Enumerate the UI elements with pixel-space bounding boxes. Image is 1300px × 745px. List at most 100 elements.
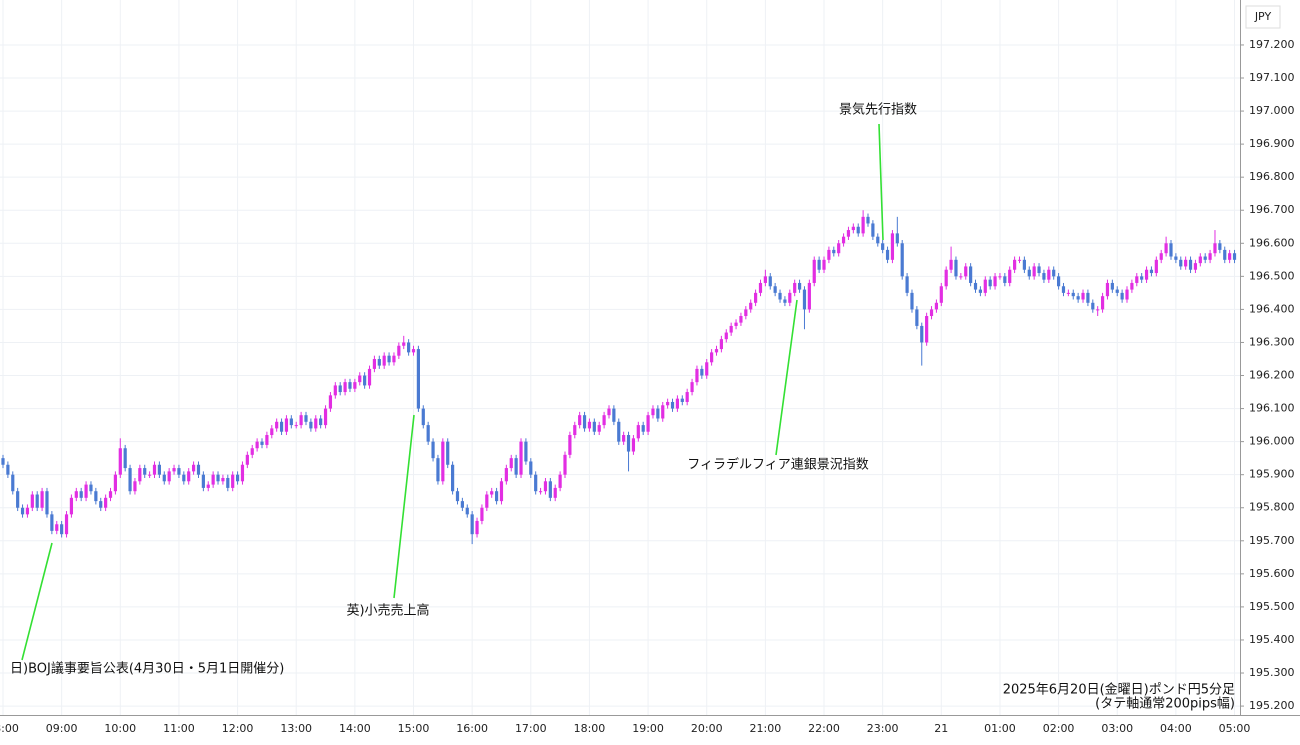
candle-body (333, 385, 337, 396)
candle-body (817, 259, 821, 270)
candle-body (436, 458, 440, 482)
x-tick-label: 22:00 (808, 722, 840, 735)
candle-body (1105, 282, 1110, 297)
candle-body (6, 464, 10, 475)
candle-body (504, 468, 508, 482)
x-tick-label: 23:00 (867, 722, 899, 735)
candle-body (240, 464, 245, 482)
candle-body (646, 415, 650, 432)
x-tick-label: 01:00 (984, 722, 1016, 735)
candle-body (900, 243, 904, 277)
y-tick-label: 196.900 (1249, 137, 1295, 150)
candle-body (118, 448, 122, 475)
candle-body (548, 481, 552, 498)
candle-body (666, 401, 670, 406)
candle-body (108, 491, 113, 498)
candle-body (451, 464, 455, 492)
candle-body (465, 507, 469, 515)
candle-body (856, 226, 860, 234)
candle-body (1100, 296, 1105, 310)
candle-body (79, 491, 83, 498)
x-tick-label: 17:00 (515, 722, 547, 735)
candle-body (196, 464, 201, 475)
x-tick-label: 15:00 (398, 722, 430, 735)
x-tick-label: 21:00 (750, 722, 782, 735)
candle-body (1042, 273, 1046, 280)
candle-body (519, 441, 523, 475)
candle-body (494, 491, 499, 502)
candle-body (773, 286, 777, 293)
candle-body (710, 352, 714, 363)
x-tick-label: 21 (934, 722, 948, 735)
candle-body (969, 266, 973, 283)
candle-body (885, 249, 890, 260)
candle-body (890, 233, 895, 260)
candle-body (1232, 253, 1237, 260)
candle-body (299, 415, 303, 426)
candle-body (631, 438, 636, 452)
candle-body (607, 408, 611, 416)
candle-body (50, 514, 54, 531)
candle-body (724, 332, 728, 340)
candle-body (661, 405, 665, 419)
candle-body (822, 259, 826, 270)
candle-body (152, 464, 157, 475)
y-tick-label: 196.000 (1249, 435, 1295, 448)
candle-body (363, 375, 367, 386)
x-tick-label: 03:00 (1101, 722, 1133, 735)
candle-body (490, 491, 494, 495)
candle-body (231, 474, 235, 488)
candle-body (1218, 243, 1222, 250)
x-tick-label: 20:00 (691, 722, 723, 735)
candle-body (1115, 289, 1119, 293)
candle-body (1193, 263, 1198, 270)
candle-body (1052, 269, 1056, 277)
candle-body (553, 487, 557, 498)
candle-body (1032, 266, 1036, 277)
candle-body (275, 421, 279, 429)
candle-body (182, 474, 186, 482)
candle-body (1091, 302, 1095, 310)
candle-body (235, 474, 240, 482)
candle-body (1047, 269, 1051, 280)
candle-body (1203, 256, 1207, 260)
candle-body (1, 458, 5, 465)
candle-body (812, 259, 816, 283)
candle-body (973, 282, 978, 290)
candle-body (348, 382, 352, 389)
candle-body (514, 458, 518, 475)
candle-body (778, 292, 782, 300)
axis-label: JPY (1254, 10, 1272, 23)
x-tick-label: 09:00 (46, 722, 78, 735)
y-tick-label: 197.100 (1249, 71, 1295, 84)
y-tick-label: 196.500 (1249, 269, 1295, 282)
candle-body (622, 435, 626, 442)
candle-body (426, 425, 430, 442)
annotation: 景気先行指数 (839, 102, 917, 118)
candle-body (905, 276, 909, 293)
candle-body (802, 289, 807, 310)
candle-body (1223, 249, 1227, 260)
candle-body (582, 415, 587, 429)
candle-body (328, 395, 333, 409)
candle-body (30, 494, 34, 508)
y-tick-label: 196.800 (1249, 170, 1295, 183)
candle-body (758, 282, 763, 293)
candle-body (915, 309, 919, 326)
candle-body (1086, 292, 1090, 303)
candle-body (680, 398, 684, 402)
candle-body (1003, 276, 1007, 283)
candle-body (744, 309, 748, 317)
candle-body (201, 474, 205, 488)
candle-body (651, 408, 655, 416)
candle-body (851, 226, 855, 231)
candle-body (323, 408, 328, 426)
candle-body (1110, 282, 1114, 290)
candle-body (1076, 296, 1080, 300)
candle-body (1135, 276, 1139, 283)
candle-body (558, 474, 562, 488)
candle-body (739, 316, 743, 323)
candle-body (367, 368, 372, 386)
candle-body (563, 454, 567, 475)
candles (1, 210, 1237, 545)
